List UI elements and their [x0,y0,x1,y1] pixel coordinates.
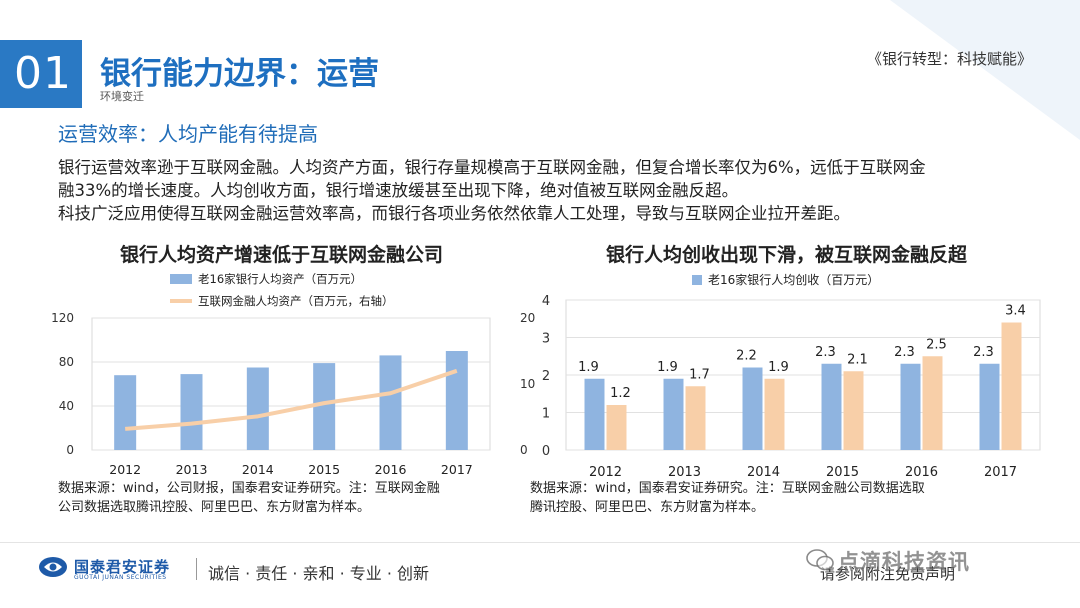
data-label: 1.9 [657,360,678,375]
page-title: 银行能力边界：运营 [100,56,379,92]
y-tick-label: 1 [542,407,550,422]
data-label: 2.2 [736,349,757,364]
x-tick-label: 2014 [747,465,780,480]
company-logo-sub: GUOTAI JUNAN SECURITIES [74,574,167,581]
source-line: 腾讯控股、阿里巴巴、东方财富为样本。 [530,500,765,515]
y-tick-label: 4 [542,294,550,309]
data-label: 3.4 [1005,304,1026,319]
bank-asset-bar [379,355,402,450]
report-tag: 《银行转型：科技赋能》 [866,50,1032,68]
x-tick-label: 2012 [109,462,141,477]
bank-asset-bar [246,367,269,450]
data-label: 2.3 [973,345,994,360]
company-slogan: 诚信 · 责任 · 亲和 · 专业 · 创新 [208,564,430,583]
internet-revenue-bar [606,405,627,450]
x-tick-label: 2012 [589,465,622,480]
y-tick-label: 2 [542,369,550,384]
bank-revenue-bar [979,363,1000,450]
data-label: 2.1 [847,352,868,367]
bank-asset-bar [313,363,336,450]
company-logo-name: 国泰君安证券 [74,558,171,576]
internet-revenue-bar [1001,322,1022,450]
internet-revenue-bar [843,371,864,450]
header-background-shape [890,0,1080,140]
footer-separator [196,558,197,580]
bank-asset-bar [180,374,203,450]
disclaimer-text: 请参阅附注免责声明 [820,565,956,583]
x-tick-label: 2015 [308,462,340,477]
x-tick-label: 2017 [984,465,1017,480]
bank-revenue-bar [900,363,921,450]
section-number: 01 [14,48,72,99]
right-chart: 老16家银行人均创收（百万元） 0 1 2 3 4 1.9 1.2 2012 1.9 1.7 201… [542,272,1041,480]
internet-revenue-bar [685,386,706,450]
x-tick-label: 2016 [375,462,407,477]
y-tick-label: 80 [59,355,74,369]
bank-revenue-bar [821,363,842,450]
source-line: 数据来源：wind，公司财报，国泰君安证券研究。注：互联网金融 [58,481,440,496]
y2-tick-label: 10 [520,377,535,391]
data-label: 1.9 [578,360,599,375]
x-tick-label: 2015 [826,465,859,480]
left-chart-title: 银行人均资产增速低于互联网金融公司 [120,244,444,266]
y-tick-label: 0 [66,443,74,457]
bank-revenue-bar [663,378,684,450]
legend-bank-revenue-label: 老16家银行人均创收（百万元） [708,272,879,287]
wechat-icon [806,549,834,571]
data-label: 1.2 [610,386,631,401]
x-tick-label: 2014 [242,462,274,477]
x-tick-label: 2013 [668,465,701,480]
x-tick-label: 2017 [441,462,473,477]
source-line: 数据来源：wind，国泰君安证券研究。注：互联网金融公司数据选取 [530,481,925,496]
internet-asset-line [125,368,458,431]
legend-internet-label: 互联网金融人均资产（百万元，右轴） [198,294,394,308]
internet-revenue-bar [922,356,943,450]
data-label: 2.5 [926,337,947,352]
y-tick-label: 120 [51,311,74,325]
left-chart: 老16家银行人均资产（百万元） 互联网金融人均资产（百万元，右轴） 0 40 80 1… [51,272,535,477]
right-chart-legend: 老16家银行人均创收（百万元） [692,272,879,287]
data-label: 2.3 [894,345,915,360]
source-line: 公司数据选取腾讯控股、阿里巴巴、东方财富为样本。 [58,500,371,515]
company-logo-icon [39,557,67,577]
plot-area-frame [91,317,491,451]
bank-revenue-bar [742,367,763,450]
y-tick-label: 40 [59,399,74,413]
section-heading: 运营效率：人均产能有待提高 [58,122,318,146]
y2-tick-label: 0 [520,443,528,457]
legend-bank-swatch [170,274,192,284]
bank-revenue-bar [584,378,605,450]
legend-bank-revenue-swatch [692,275,702,285]
legend-bank-label: 老16家银行人均资产（百万元） [198,272,362,286]
left-chart-source: 数据来源：wind，公司财报，国泰君安证券研究。注：互联网金融 公司数据选取腾讯… [58,479,440,517]
data-label: 2.3 [815,345,836,360]
x-tick-label: 2013 [176,462,208,477]
y-tick-label: 3 [542,332,550,347]
y2-tick-label: 20 [520,311,535,325]
data-label: 1.7 [689,367,710,382]
internet-revenue-bar [764,378,785,450]
paragraph-line: 银行运营效率逊于互联网金融。人均资产方面，银行存量规模高于互联网金融，但复合增长… [58,158,926,177]
data-label: 1.9 [768,360,789,375]
footer-divider [0,542,1080,543]
left-chart-legend: 老16家银行人均资产（百万元） 互联网金融人均资产（百万元，右轴） [170,272,394,308]
right-chart-title: 银行人均创收出现下滑，被互联网金融反超 [606,244,968,266]
watermark-text: 点滴科技资讯 [838,550,970,574]
x-tick-label: 2016 [905,465,938,480]
right-chart-source: 数据来源：wind，国泰君安证券研究。注：互联网金融公司数据选取 腾讯控股、阿里… [530,479,925,517]
body-paragraph: 银行运营效率逊于互联网金融。人均资产方面，银行存量规模高于互联网金融，但复合增长… [58,156,1048,225]
y-tick-label: 0 [542,444,550,459]
page-subtitle: 环境变迁 [100,90,144,103]
bank-asset-bar [114,375,137,450]
section-number-box [0,40,82,108]
paragraph-line: 科技广泛应用使得互联网金融运营效率高，而银行各项业务依然依靠人工处理，导致与互联… [58,204,850,223]
bank-asset-bar [445,351,468,450]
paragraph-line: 融33%的增长速度。人均创收方面，银行增速放缓甚至出现下降，绝对值被互联网金融反… [58,181,739,200]
